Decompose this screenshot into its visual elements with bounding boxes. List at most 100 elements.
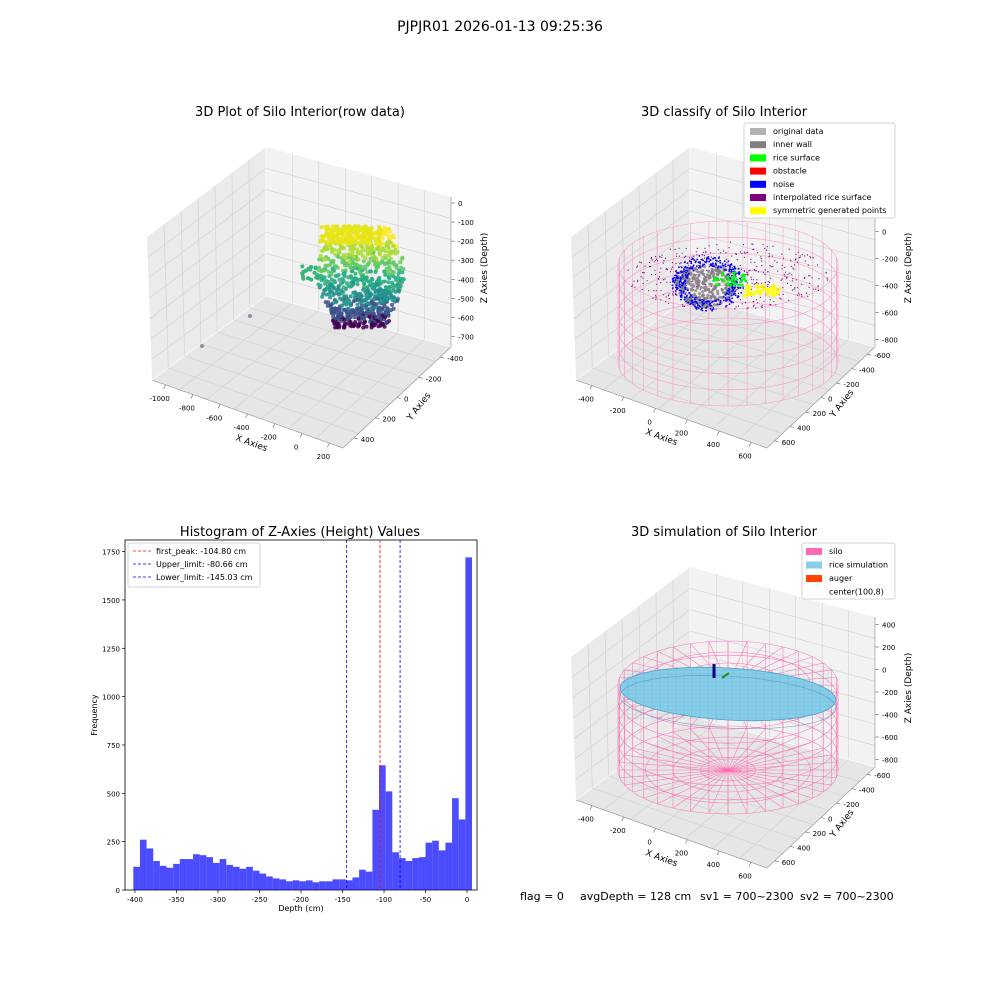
x-tick-label: 200 xyxy=(675,850,688,858)
plot2-legend-frame xyxy=(743,122,896,219)
interpolated-point xyxy=(750,258,752,260)
interpolated-point xyxy=(663,260,665,262)
noise-point xyxy=(709,307,712,310)
histogram-bar xyxy=(159,865,167,890)
plot3-bars xyxy=(133,557,473,890)
plot3-reference-lines xyxy=(346,540,401,890)
data-point xyxy=(397,268,402,273)
interpolated-point xyxy=(807,264,809,266)
interpolated-point xyxy=(768,256,770,258)
data-point xyxy=(377,231,381,236)
y-tick-label: -200 xyxy=(426,375,442,383)
data-point xyxy=(349,283,354,288)
interpolated-point xyxy=(795,279,797,281)
data-point xyxy=(337,310,342,315)
interpolated-point xyxy=(648,290,650,292)
data-point xyxy=(335,291,340,296)
interpolated-point xyxy=(796,294,799,296)
interpolated-point xyxy=(808,275,810,277)
data-point xyxy=(346,306,351,311)
data-point xyxy=(300,264,305,269)
data-point xyxy=(391,306,396,311)
x-tick-label: -350 xyxy=(169,896,185,904)
noise-point xyxy=(683,298,686,301)
interpolated-point xyxy=(672,266,674,268)
noise-point xyxy=(702,264,704,267)
inner-wall-point xyxy=(709,290,713,294)
legend-label: symmetric generated points xyxy=(773,206,886,215)
x-tick xyxy=(748,442,752,447)
grid-line xyxy=(630,730,744,820)
noise-point xyxy=(678,266,680,269)
legend-label: rice simulation xyxy=(829,561,888,570)
noise-point xyxy=(728,303,731,305)
interpolated-point xyxy=(644,265,646,267)
interpolated-point xyxy=(674,248,676,250)
data-point xyxy=(393,247,398,252)
data-point xyxy=(355,297,360,302)
plot-3d-classify: 3D classify of Silo Interior -400-200020… xyxy=(571,105,914,460)
noise-point xyxy=(715,300,717,302)
data-point xyxy=(379,248,384,253)
interpolated-point xyxy=(761,265,763,267)
data-point xyxy=(367,235,372,240)
grid-line xyxy=(163,224,169,369)
noise-point xyxy=(719,303,721,306)
noise-point xyxy=(705,302,708,304)
data-point xyxy=(390,302,394,307)
noise-point xyxy=(671,284,674,287)
data-point xyxy=(332,264,337,269)
interpolated-point xyxy=(666,267,668,270)
noise-point xyxy=(731,294,733,297)
symmetric-point xyxy=(769,290,772,294)
data-point xyxy=(383,279,387,284)
interpolated-point xyxy=(764,247,766,249)
cylinder-ring xyxy=(700,758,756,782)
noise-point xyxy=(729,264,732,266)
left-pane xyxy=(147,147,266,380)
noise-point xyxy=(688,272,690,275)
data-point xyxy=(342,307,347,312)
interpolated-point xyxy=(788,299,790,301)
symmetric-point xyxy=(771,285,774,289)
data-point xyxy=(365,296,370,301)
grid-line xyxy=(689,587,876,639)
noise-point xyxy=(692,269,695,272)
interpolated-point xyxy=(764,273,766,275)
interpolated-point xyxy=(642,282,644,285)
data-point xyxy=(383,230,388,234)
interpolated-point xyxy=(756,279,758,281)
noise-point xyxy=(674,290,677,292)
interpolated-point xyxy=(781,264,783,266)
interpolated-point xyxy=(715,308,717,310)
grid-line xyxy=(184,355,374,420)
x-tick-label: -800 xyxy=(179,405,195,413)
x-tick-label: 200 xyxy=(317,453,330,461)
data-point xyxy=(339,288,344,293)
noise-point xyxy=(728,291,731,294)
grid-line xyxy=(712,332,823,429)
noise-point xyxy=(706,257,708,260)
z-tick-label: -600 xyxy=(882,734,898,742)
grid-line xyxy=(214,185,218,333)
grid-line xyxy=(712,752,823,849)
data-point xyxy=(397,283,402,288)
interpolated-point xyxy=(688,257,691,259)
noise-point xyxy=(684,286,686,289)
interpolated-point xyxy=(801,295,803,297)
data-point xyxy=(353,239,358,244)
y-tick-label: 1000 xyxy=(102,694,120,702)
data-point xyxy=(373,305,378,310)
noise-point xyxy=(683,268,685,270)
noise-point xyxy=(689,303,692,306)
noise-point xyxy=(707,257,710,260)
y-tick xyxy=(440,356,445,359)
data-point xyxy=(386,244,391,249)
data-point xyxy=(328,283,333,288)
interpolated-point xyxy=(748,270,750,272)
grid-line xyxy=(206,310,320,400)
data-point xyxy=(337,241,342,246)
histogram-bar xyxy=(425,842,433,890)
grid-line xyxy=(265,167,452,219)
